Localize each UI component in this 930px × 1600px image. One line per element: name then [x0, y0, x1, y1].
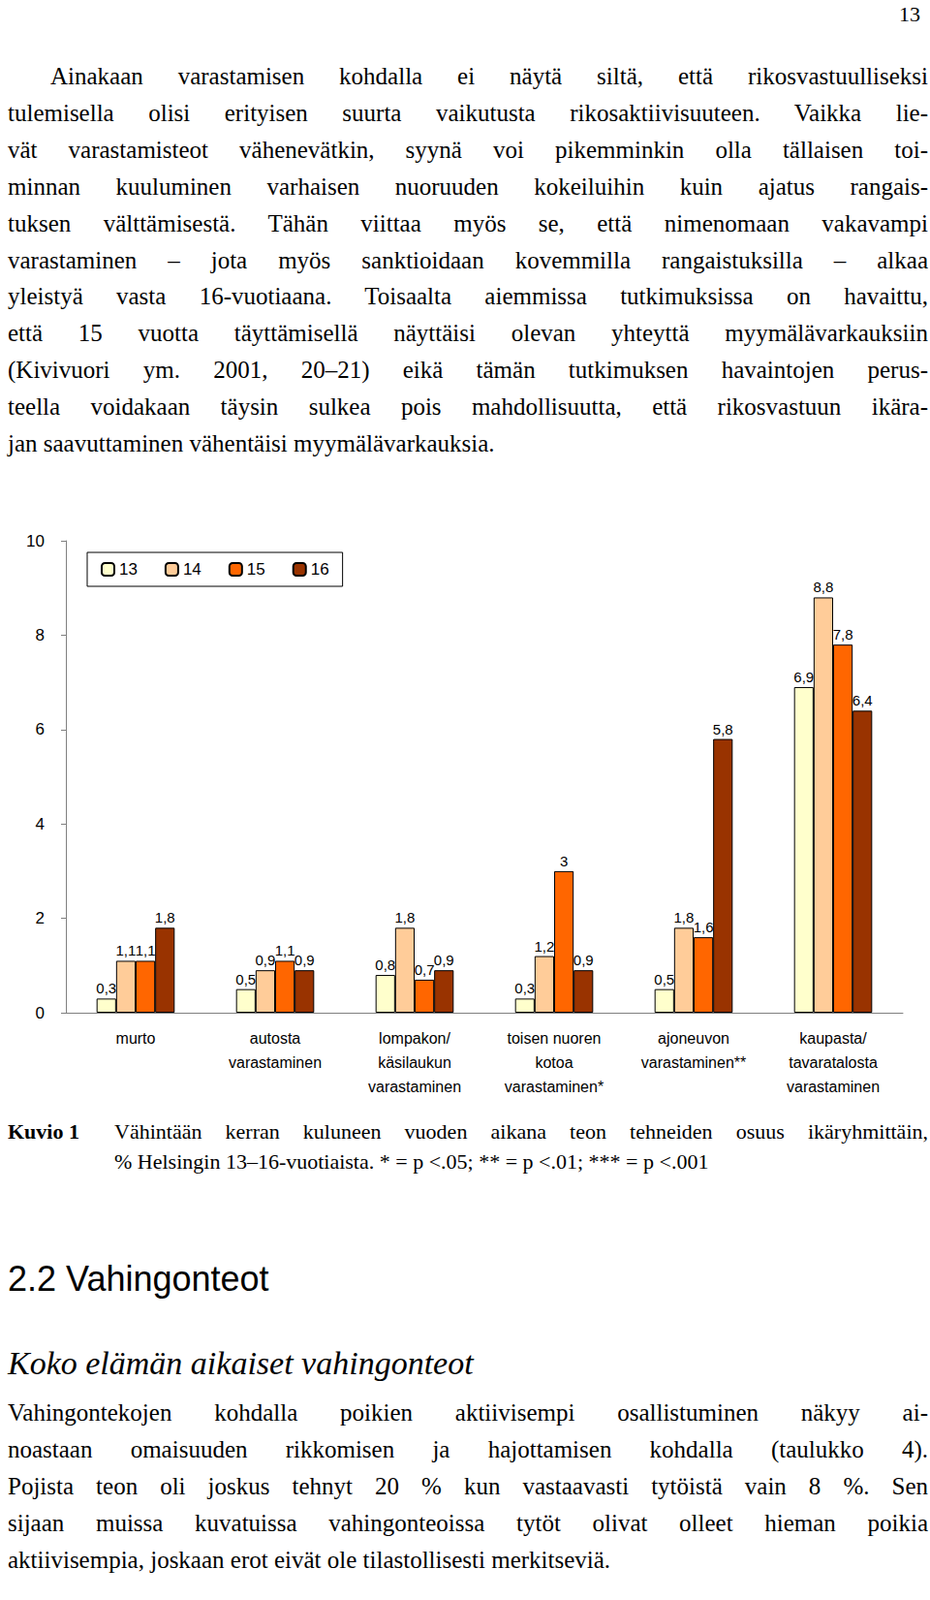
html-text:teella voidakaan täysin sulkea: teella voidakaan täysin sulkea pois mahd… — [7, 393, 929, 420]
svg-text:1,2: 1,2 — [533, 937, 555, 955]
html-text:2.2 Vahingonteot: 2.2 Vahingonteot — [7, 1258, 269, 1299]
svg-text:autosta: autosta — [249, 1029, 302, 1047]
svg-text:4: 4 — [35, 814, 45, 834]
svg-text:varastaminen: varastaminen — [786, 1078, 880, 1095]
svg-text:1,8: 1,8 — [673, 908, 694, 926]
html-text:% Helsingin 13–16-vuotiaista.: % Helsingin 13–16-vuotiaista. * = p <.05… — [114, 1148, 709, 1174]
svg-text:0,5: 0,5 — [235, 970, 256, 988]
html-text:Ainakaan varastamisen kohdalla: Ainakaan varastamisen kohdalla ei näytä … — [50, 62, 929, 90]
svg-text:varastaminen: varastaminen — [228, 1054, 322, 1071]
html-text:tulemisella olisi erityisen su: tulemisella olisi erityisen suurta vaiku… — [7, 99, 929, 126]
html-text:vät varastamisteot vähenevätki: vät varastamisteot vähenevätkin, syynä v… — [7, 136, 929, 163]
svg-text:tavaratalosta: tavaratalosta — [788, 1054, 878, 1071]
html-text:noastaan omaisuuden rikkomisen: noastaan omaisuuden rikkomisen ja hajott… — [7, 1435, 929, 1462]
svg-text:0,3: 0,3 — [95, 979, 117, 996]
svg-text:2: 2 — [35, 908, 45, 928]
svg-text:0,9: 0,9 — [434, 951, 455, 968]
svg-text:13: 13 — [119, 559, 138, 579]
svg-text:0,3: 0,3 — [514, 979, 535, 996]
svg-text:0,9: 0,9 — [573, 951, 594, 968]
svg-text:6,4: 6,4 — [852, 691, 873, 709]
svg-text:1,1: 1,1 — [115, 941, 136, 959]
svg-text:1,8: 1,8 — [394, 908, 415, 926]
svg-text:6,9: 6,9 — [793, 668, 814, 685]
svg-text:8,8: 8,8 — [812, 578, 834, 595]
html-text:tuksen välttämisestä. Tähän vi: tuksen välttämisestä. Tähän viittaa myös… — [7, 209, 929, 236]
svg-text:14: 14 — [183, 559, 202, 579]
svg-text:1,1: 1,1 — [275, 941, 296, 959]
svg-text:6: 6 — [35, 719, 45, 739]
svg-text:käsilaukun: käsilaukun — [377, 1054, 452, 1071]
svg-text:kaupasta/: kaupasta/ — [799, 1029, 868, 1047]
svg-text:5,8: 5,8 — [713, 720, 734, 738]
svg-text:varastaminen*: varastaminen* — [504, 1078, 604, 1095]
svg-text:0,5: 0,5 — [653, 970, 675, 988]
svg-text:toisen nuoren: toisen nuoren — [507, 1029, 602, 1047]
html-text:sijaan muissa kuvatuissa vahin: sijaan muissa kuvatuissa vahingonteoissa… — [7, 1509, 929, 1536]
html-text:Koko elämän aikaiset vahingont: Koko elämän aikaiset vahingonteot — [7, 1344, 474, 1381]
html-text:13: 13 — [899, 1, 921, 27]
svg-text:10: 10 — [26, 531, 45, 551]
svg-text:3: 3 — [559, 852, 568, 869]
html-text:aktiivisempia, joskaan erot ei: aktiivisempia, joskaan erot eivät ole ti… — [7, 1545, 611, 1572]
html-text:yleistyä vasta 16-vuotiaana. T: yleistyä vasta 16-vuotiaana. Toisaalta a… — [7, 283, 929, 310]
html-text:että 15 vuotta täyttämisellä n: että 15 vuotta täyttämisellä näyttäisi o… — [7, 319, 929, 347]
svg-text:0,7: 0,7 — [414, 961, 435, 978]
svg-text:murto: murto — [116, 1029, 156, 1047]
svg-text:0: 0 — [35, 1003, 45, 1023]
html-text:Pojista teon oli joskus tehnyt: Pojista teon oli joskus tehnyt 20 % kun … — [7, 1472, 929, 1499]
svg-text:15: 15 — [247, 559, 266, 579]
html-text:(Kivivuori ym. 2001, 20–21) ei: (Kivivuori ym. 2001, 20–21) eikä tämän t… — [7, 356, 929, 383]
svg-text:1,8: 1,8 — [155, 908, 176, 926]
html-text:Vahingontekojen kohdalla poiki: Vahingontekojen kohdalla poikien aktiivi… — [7, 1398, 929, 1426]
svg-text:kotoa: kotoa — [534, 1054, 573, 1071]
svg-text:0,9: 0,9 — [294, 951, 315, 968]
svg-text:0,8: 0,8 — [374, 956, 396, 973]
html-text:jan saavuttaminen vähentäisi m: jan saavuttaminen vähentäisi myymälävark… — [7, 430, 495, 457]
svg-text:1,1: 1,1 — [135, 941, 156, 959]
html-text:minnan kuuluminen varhaisen nu: minnan kuuluminen varhaisen nuoruuden ko… — [7, 173, 929, 200]
svg-text:16: 16 — [310, 559, 330, 579]
svg-text:lompakon/: lompakon/ — [378, 1029, 451, 1047]
svg-text:0,9: 0,9 — [254, 951, 276, 968]
svg-text:7,8: 7,8 — [833, 625, 854, 643]
html-text:varastaminen – jota myös sankt: varastaminen – jota myös sanktioidaan ko… — [7, 246, 929, 273]
svg-text:varastaminen**: varastaminen** — [641, 1054, 747, 1071]
svg-text:1,6: 1,6 — [693, 918, 714, 935]
svg-text:8: 8 — [35, 625, 45, 645]
html-text:Kuvio 1: Kuvio 1 — [7, 1118, 80, 1144]
svg-text:varastaminen: varastaminen — [368, 1078, 462, 1095]
html-text:Vähintään kerran kuluneen vuod: Vähintään kerran kuluneen vuoden aikana … — [114, 1118, 929, 1144]
svg-text:ajoneuvon: ajoneuvon — [657, 1029, 730, 1047]
